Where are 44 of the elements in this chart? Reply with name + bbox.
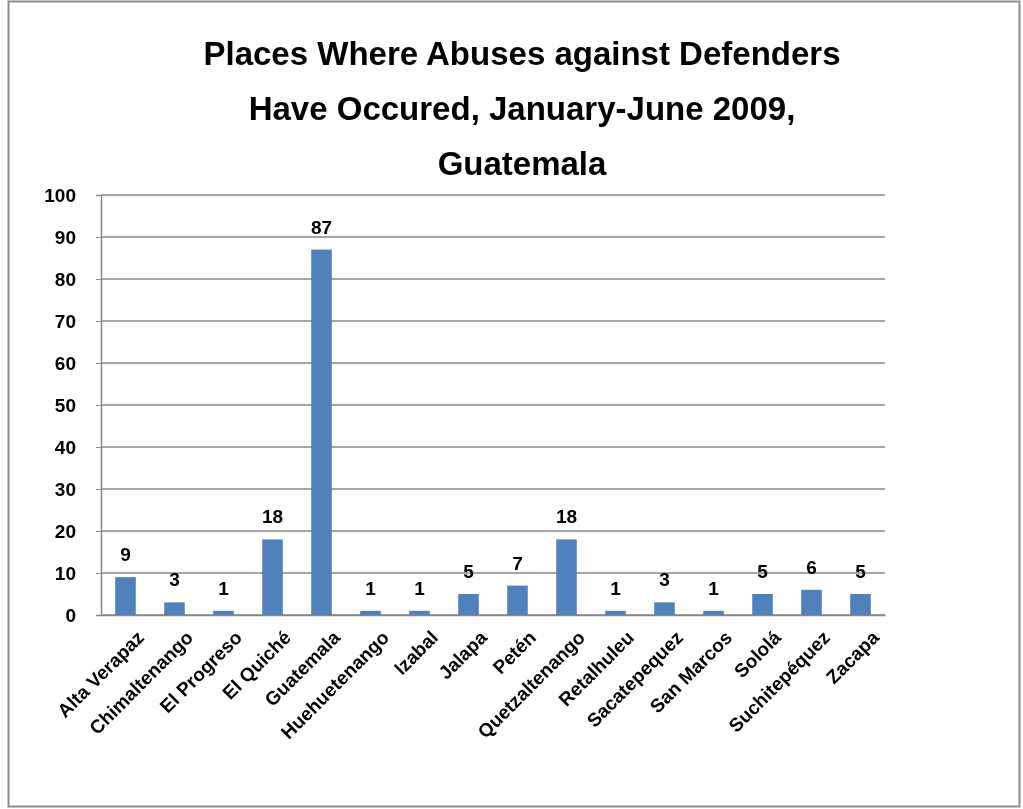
data-label: 3 xyxy=(169,569,180,591)
bar xyxy=(703,610,724,615)
y-tick-label: 20 xyxy=(54,520,76,542)
data-label: 18 xyxy=(261,506,284,528)
bar xyxy=(605,610,626,615)
y-tick-label: 30 xyxy=(54,478,76,500)
bar xyxy=(801,589,822,615)
y-tick-label: 60 xyxy=(54,352,76,374)
bar xyxy=(409,610,430,615)
bar xyxy=(213,610,234,615)
bar xyxy=(164,602,185,615)
y-tick-label: 100 xyxy=(44,184,76,206)
data-label: 1 xyxy=(414,577,426,599)
data-label: 1 xyxy=(218,577,230,599)
bar xyxy=(458,594,479,615)
data-label: 1 xyxy=(708,577,720,599)
y-tick-label: 80 xyxy=(54,268,76,290)
bar xyxy=(752,594,773,615)
data-label: 5 xyxy=(463,561,475,582)
data-label: 87 xyxy=(310,216,333,238)
chart-title: Places Where Abuses against Defenders Have Occured, January-June 2009, Guatemala xyxy=(203,35,841,182)
data-label: 18 xyxy=(555,506,578,528)
data-label: 7 xyxy=(512,552,523,574)
bar xyxy=(654,602,675,615)
y-tick-label: 10 xyxy=(54,562,76,584)
bar xyxy=(311,249,332,615)
data-label: 5 xyxy=(855,561,867,582)
bar xyxy=(360,610,381,615)
bar xyxy=(556,539,577,615)
bar xyxy=(115,577,136,615)
y-tick-label: 50 xyxy=(54,394,76,416)
bar xyxy=(850,594,871,615)
y-tick-label: 0 xyxy=(65,604,76,626)
data-label: 9 xyxy=(120,544,131,566)
y-tick-label: 40 xyxy=(54,436,76,458)
y-tick-label: 90 xyxy=(54,226,76,248)
bar xyxy=(262,539,283,615)
data-label: 6 xyxy=(806,556,817,578)
bar xyxy=(507,585,528,615)
data-label: 1 xyxy=(610,577,622,599)
y-tick-label: 70 xyxy=(54,310,76,332)
data-label: 3 xyxy=(659,569,670,591)
data-label: 1 xyxy=(365,577,377,599)
data-label: 5 xyxy=(757,561,769,582)
